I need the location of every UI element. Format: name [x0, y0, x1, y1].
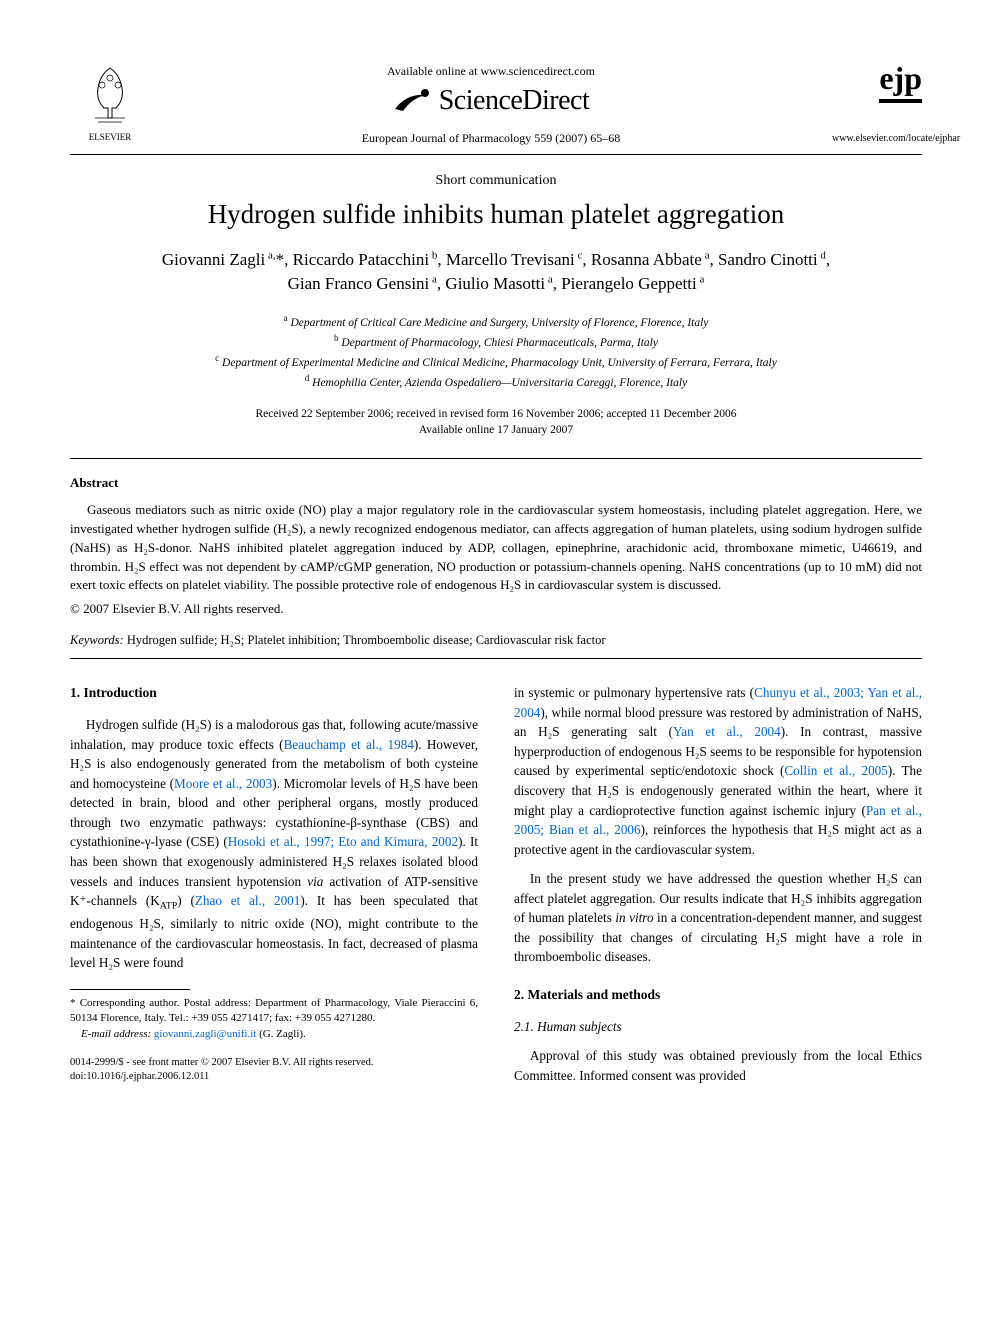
- issn-line: 0014-2999/$ - see front matter © 2007 El…: [70, 1056, 478, 1070]
- elsevier-logo: ELSEVIER: [70, 60, 150, 142]
- journal-header: ELSEVIER Available online at www.science…: [70, 60, 922, 146]
- subsection-subjects: 2.1. Human subjects: [514, 1017, 922, 1037]
- ref-hosoki-eto[interactable]: Hosoki et al., 1997; Eto and Kimura, 200…: [228, 834, 458, 849]
- intro-paragraph-1: Hydrogen sulfide (H₂S) is a malodorous g…: [70, 715, 478, 973]
- keywords-list: Hydrogen sulfide; H₂S; Platelet inhibiti…: [127, 633, 606, 647]
- abstract-label: Abstract: [70, 475, 922, 491]
- journal-logo-block: ejp www.elsevier.com/locate/ejphar: [832, 60, 922, 144]
- body-columns: 1. Introduction Hydrogen sulfide (H₂S) i…: [70, 683, 922, 1095]
- article-dates: Received 22 September 2006; received in …: [70, 406, 922, 438]
- header-divider: [70, 154, 922, 155]
- keywords-label: Keywords:: [70, 633, 124, 647]
- ref-beauchamp[interactable]: Beauchamp et al., 1984: [284, 737, 414, 752]
- header-center: Available online at www.sciencedirect.co…: [150, 60, 832, 146]
- corr-email-line: E-mail address: giovanni.zagli@unifi.it …: [70, 1027, 478, 1042]
- sciencedirect-swoosh-icon: [393, 87, 433, 115]
- issn-footer: 0014-2999/$ - see front matter © 2007 El…: [70, 1056, 478, 1083]
- footnote-rule: [70, 989, 190, 990]
- intro-paragraph-2: In the present study we have addressed t…: [514, 869, 922, 967]
- elsevier-tree-icon: [80, 60, 140, 130]
- keywords-line: Keywords: Hydrogen sulfide; H₂S; Platele…: [70, 633, 922, 648]
- online-date: Available online 17 January 2007: [70, 422, 922, 438]
- journal-citation: European Journal of Pharmacology 559 (20…: [150, 131, 832, 146]
- affiliation-b: b Department of Pharmacology, Chiesi Pha…: [70, 332, 922, 352]
- article-type: Short communication: [70, 173, 922, 189]
- ref-collin[interactable]: Collin et al., 2005: [784, 763, 888, 778]
- received-date: Received 22 September 2006; received in …: [70, 406, 922, 422]
- affiliation-d: d Hemophilia Center, Azienda Ospedaliero…: [70, 372, 922, 392]
- corresponding-author-footnote: * Corresponding author. Postal address: …: [70, 996, 478, 1042]
- section-methods: 2. Materials and methods: [514, 985, 922, 1005]
- journal-locate-url: www.elsevier.com/locate/ejphar: [832, 133, 922, 144]
- available-online-text: Available online at www.sciencedirect.co…: [150, 64, 832, 79]
- corr-email-link[interactable]: giovanni.zagli@unifi.it: [154, 1028, 256, 1040]
- elsevier-label: ELSEVIER: [70, 132, 150, 142]
- sciencedirect-text: ScienceDirect: [439, 85, 590, 117]
- author-list: Giovanni Zagli a,*, Riccardo Patacchini …: [70, 248, 922, 296]
- affiliations: a Department of Critical Care Medicine a…: [70, 312, 922, 392]
- affiliation-c: c Department of Experimental Medicine an…: [70, 352, 922, 372]
- abstract-top-rule: [70, 458, 922, 459]
- column-left: 1. Introduction Hydrogen sulfide (H₂S) i…: [70, 683, 478, 1095]
- abstract-text: Gaseous mediators such as nitric oxide (…: [70, 501, 922, 595]
- ref-zhao[interactable]: Zhao et al., 2001: [195, 893, 300, 908]
- sciencedirect-logo: ScienceDirect: [150, 85, 832, 117]
- abstract-bottom-rule: [70, 658, 922, 659]
- affiliation-a: a Department of Critical Care Medicine a…: [70, 312, 922, 332]
- column-right: in systemic or pulmonary hypertensive ra…: [514, 683, 922, 1095]
- ejp-mark: ejp: [879, 60, 922, 103]
- corr-author-text: * Corresponding author. Postal address: …: [70, 996, 478, 1027]
- intro-paragraph-1-cont: in systemic or pulmonary hypertensive ra…: [514, 683, 922, 859]
- abstract-copyright: © 2007 Elsevier B.V. All rights reserved…: [70, 601, 922, 617]
- section-introduction: 1. Introduction: [70, 683, 478, 703]
- subjects-paragraph: Approval of this study was obtained prev…: [514, 1046, 922, 1085]
- doi-line: doi:10.1016/j.ejphar.2006.12.011: [70, 1070, 478, 1084]
- ref-yan[interactable]: Yan et al., 2004: [673, 724, 781, 739]
- ref-moore[interactable]: Moore et al., 2003: [174, 776, 272, 791]
- article-title: Hydrogen sulfide inhibits human platelet…: [70, 199, 922, 230]
